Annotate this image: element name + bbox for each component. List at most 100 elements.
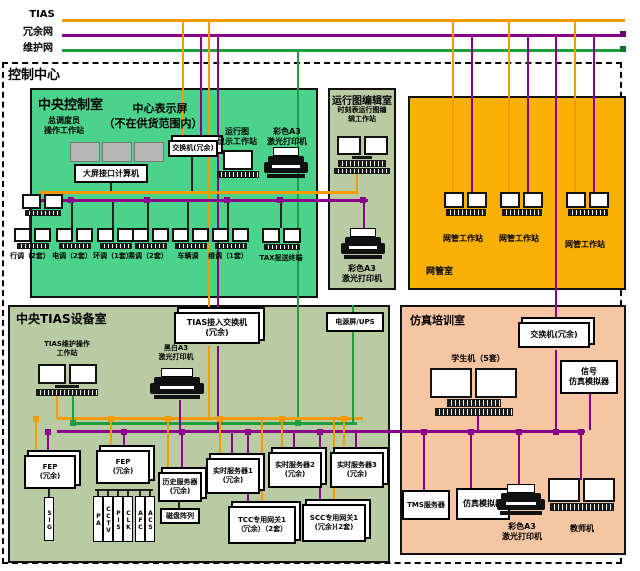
connector-line <box>95 489 153 491</box>
connector-line <box>280 202 282 228</box>
drop-line <box>208 19 210 313</box>
equipment-room-title: 中央TIAS设备室 <box>16 312 107 326</box>
connector-line <box>117 489 119 496</box>
connector-line <box>227 202 229 228</box>
junction-dot <box>553 429 559 435</box>
connector-line <box>72 396 74 423</box>
drop-line <box>200 34 202 144</box>
dispatcher-workstation-icon <box>56 228 93 249</box>
training-printer-icon <box>497 484 545 515</box>
connector-line <box>187 202 189 228</box>
network-room-title: 网管室 <box>426 267 454 277</box>
junction-dot <box>295 420 301 426</box>
bus-line <box>40 199 368 202</box>
bw-printer-label: 黑白A3 激光打印机 <box>158 344 194 362</box>
connector-line <box>179 400 181 431</box>
edit-room-printer-label: 彩色A3 激光打印机 <box>342 264 382 284</box>
redundant-network-line <box>62 34 625 37</box>
redundant-network-label: 冗余网 <box>23 27 53 38</box>
connector-line <box>477 412 479 430</box>
junction-dot <box>33 416 39 422</box>
junction-dot <box>144 197 150 203</box>
fep1-box: FEP (冗余) <box>24 455 76 489</box>
connector-line <box>48 489 50 497</box>
connector-line <box>580 433 582 480</box>
bus-line <box>40 191 358 194</box>
junction-dot <box>68 197 74 203</box>
realtime-server1-box: 实时服务器1 (冗余) <box>206 458 260 494</box>
dispatcher-label: 电调（2套） <box>52 252 92 260</box>
teacher-ws-label: 教师机 <box>570 524 594 533</box>
connector-line <box>363 199 365 228</box>
junction-dot <box>578 429 584 435</box>
maintenance-workstation-icon <box>36 364 98 396</box>
bus-line <box>57 417 363 420</box>
chief-dispatcher-workstation-icon <box>22 194 63 216</box>
chief-dispatcher-ws-label: 总调度员 操作工作站 <box>44 116 84 136</box>
scc-gateway-box: SCC专用网关1 (冗余)(2套) <box>302 504 366 542</box>
dispatcher-label: 维调（1套） <box>208 252 248 260</box>
interface-box: PIS <box>113 496 123 542</box>
junction-dot <box>217 416 223 422</box>
color-printer-icon <box>264 147 308 178</box>
junction-dot <box>70 420 76 426</box>
connector-line <box>107 489 109 496</box>
connector-line <box>110 418 112 450</box>
timetable-workstation-icon <box>334 136 390 174</box>
drop-line <box>593 34 595 193</box>
junction-dot <box>516 429 522 435</box>
drop-line <box>352 305 354 423</box>
center-screen-note: （不在供货范围内） <box>103 117 203 130</box>
graph-display-workstation-icon <box>217 150 259 178</box>
netmgmt-workstation-icon <box>444 192 487 216</box>
connector-line <box>470 433 472 488</box>
connector-line <box>217 346 219 430</box>
netmgmt-workstation-icon <box>500 192 543 216</box>
connector-line <box>149 489 151 496</box>
bw-printer-icon <box>150 368 204 399</box>
display-panel <box>134 142 164 162</box>
drop-line <box>508 19 510 193</box>
display-panel <box>102 142 132 162</box>
junction-dot <box>224 197 230 203</box>
connector-line <box>555 350 557 430</box>
connector-line <box>47 430 49 455</box>
netmgmt-ws-label: 网管工作站 <box>443 234 483 243</box>
connector-line <box>355 430 357 452</box>
tax-terminal-icon <box>262 228 301 250</box>
training-switch-box: 交换机(冗余) <box>518 322 590 348</box>
connector-line <box>56 396 58 418</box>
bus-line <box>73 422 357 425</box>
dispatcher-label: 行调（2套） <box>10 252 50 260</box>
line-end-cap <box>620 46 626 52</box>
dispatcher-label: 车辆调 <box>177 252 199 260</box>
connector-line <box>343 418 345 452</box>
junction-dot <box>341 416 347 422</box>
netmgmt-ws-label: 网管工作站 <box>499 234 539 243</box>
timetable-ws-label: 时刻表运行图编 辑工作站 <box>337 106 387 124</box>
realtime-server2-box: 实时服务器2 (冗余) <box>268 452 322 488</box>
junction-dot <box>421 429 427 435</box>
connector-line <box>261 418 263 506</box>
interface-box: CLK <box>123 496 133 542</box>
training-printer-label: 彩色A3 激光打印机 <box>502 522 542 542</box>
tias-network-label: TIAS <box>29 9 55 20</box>
junction-dot <box>108 416 114 422</box>
drop-line <box>527 34 529 193</box>
dispatcher-workstation-icon <box>97 228 134 249</box>
dispatcher-label: 乘调（2套） <box>128 252 168 260</box>
junction-dot <box>165 416 171 422</box>
maintenance-network-line <box>62 49 625 52</box>
realtime-server3-box: 实时服务器3 (冗余) <box>330 452 384 488</box>
junction-dot <box>45 429 51 435</box>
junction-dot <box>279 416 285 422</box>
connector-line <box>281 418 283 452</box>
fep2-box: FEP (冗余) <box>96 450 150 484</box>
drop-line <box>182 19 184 146</box>
connector-line <box>110 182 112 191</box>
connector-line <box>293 430 295 452</box>
interface-box: AFC <box>135 496 145 542</box>
interface-box: PA <box>93 496 103 542</box>
dispatcher-workstation-icon <box>132 228 169 249</box>
